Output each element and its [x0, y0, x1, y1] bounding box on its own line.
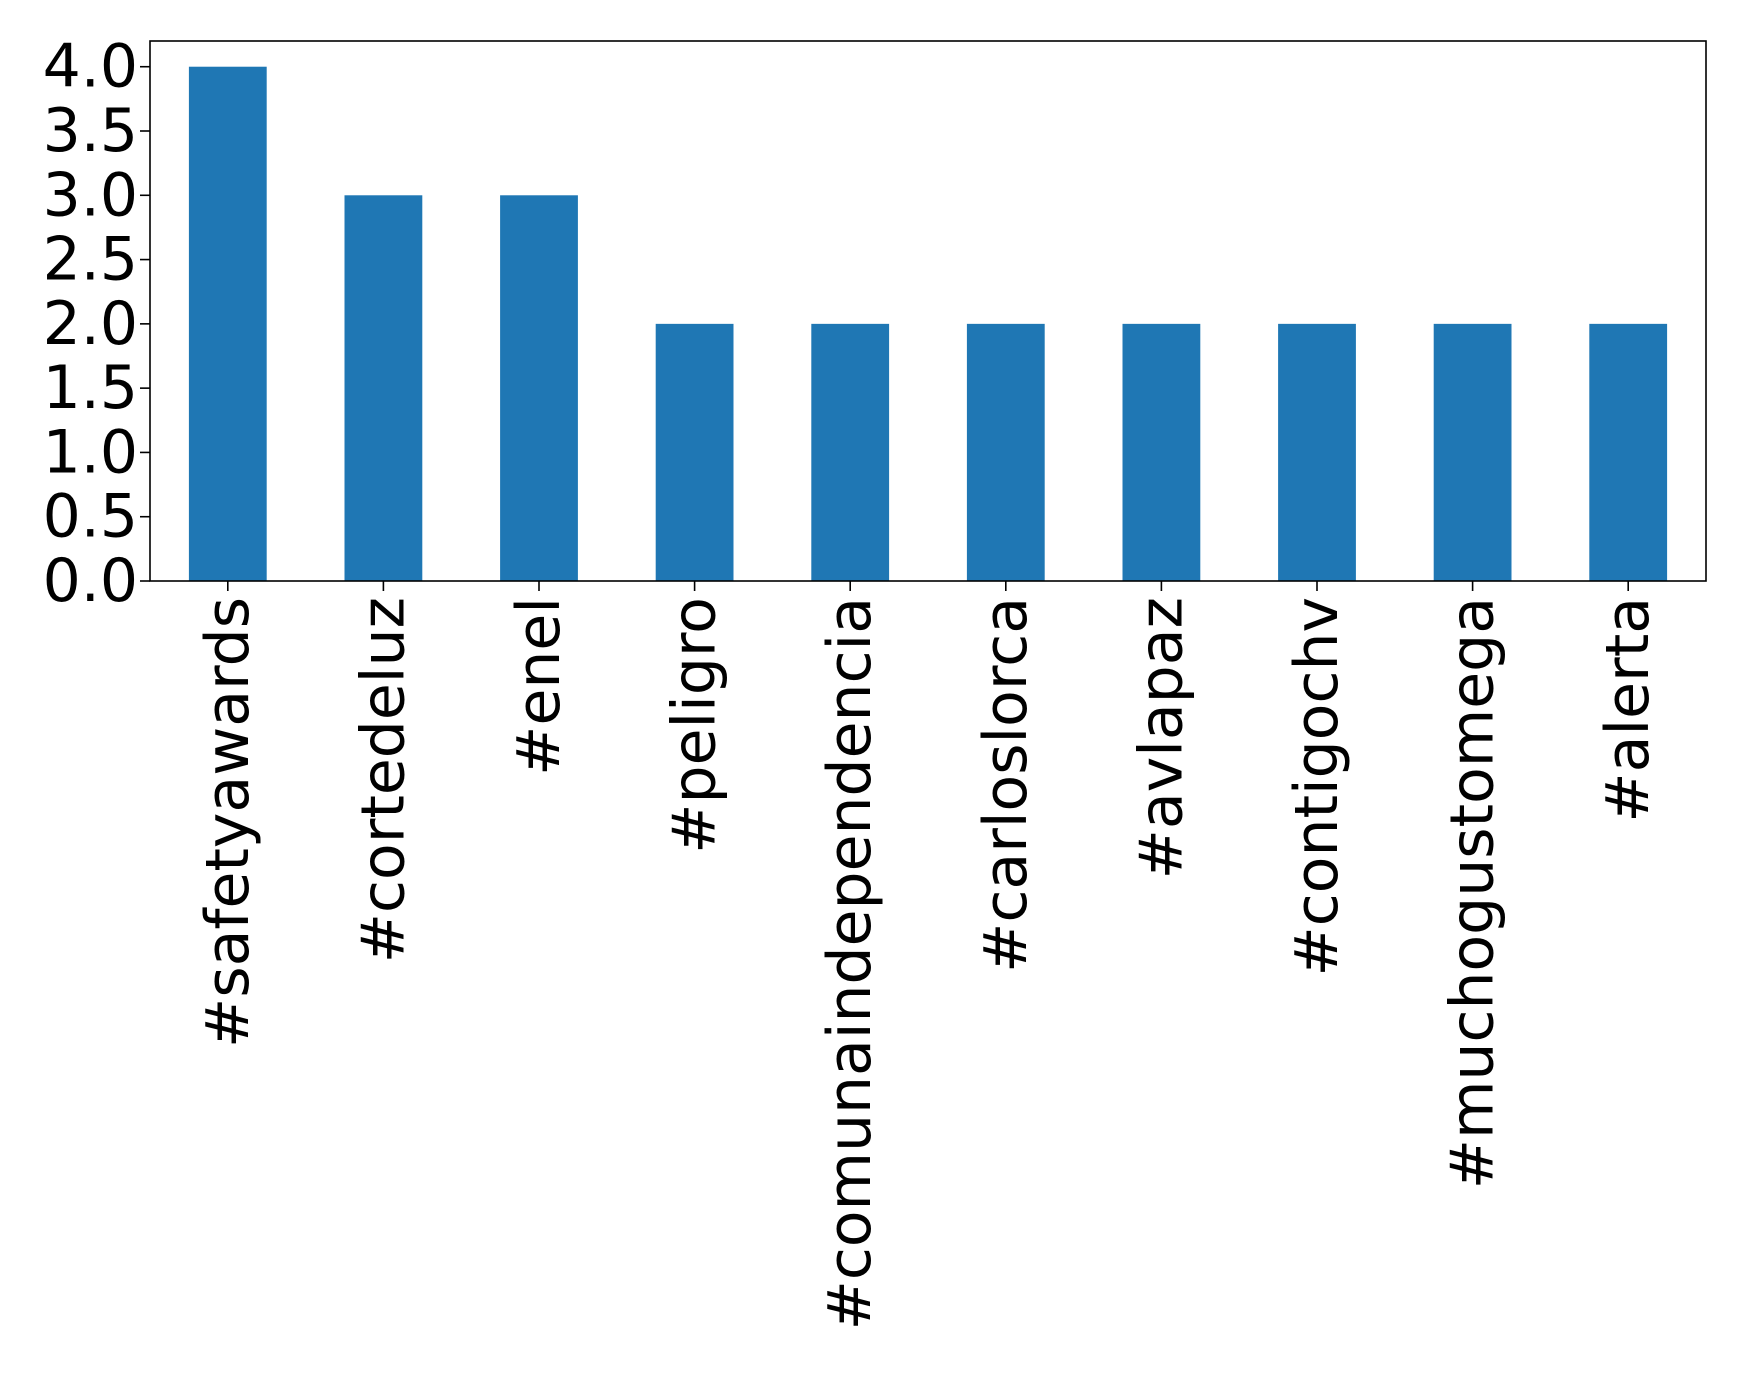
- y-tick-label: 1.5: [43, 353, 138, 423]
- bars-group: [188, 66, 1668, 582]
- bar: [1278, 323, 1356, 581]
- y-tick-label: 0.5: [43, 482, 138, 552]
- x-tick-label: #alerta: [1593, 597, 1663, 823]
- bar: [1433, 323, 1512, 581]
- x-tick-label: #carloslorca: [971, 597, 1041, 973]
- bar: [1589, 323, 1668, 581]
- plot-frame: [149, 40, 1707, 582]
- bar: [811, 323, 890, 581]
- y-tick-label: 1.0: [43, 417, 138, 487]
- y-tick-label: 4.0: [43, 32, 138, 102]
- bar: [500, 195, 578, 582]
- bar: [966, 323, 1045, 581]
- x-tick-label: #peligro: [660, 597, 730, 854]
- y-tick-label: 2.0: [43, 289, 138, 359]
- y-tick-label: 2.5: [43, 225, 138, 295]
- bar: [655, 323, 734, 581]
- x-tick-label: #enel: [504, 597, 574, 776]
- y-tick-label: 3.0: [43, 160, 138, 230]
- bar: [1122, 323, 1201, 581]
- x-tick-label: #avlapaz: [1126, 597, 1196, 879]
- x-tick-label: #safetyawards: [193, 597, 263, 1048]
- x-axis: #safetyawards #cortedeluz #enel #peligro #co…: [193, 581, 1663, 1330]
- x-tick-label: #comunaindependencia: [815, 597, 885, 1330]
- bar: [344, 195, 423, 582]
- bar: [188, 66, 267, 581]
- y-tick-label: 0.0: [43, 546, 138, 616]
- x-tick-label: #cortedeluz: [348, 597, 418, 963]
- y-tick-label: 3.5: [43, 96, 138, 166]
- y-axis: 0.00.51.01.52.02.53.03.54.0: [43, 32, 150, 616]
- x-tick-label: #muchogustomega: [1438, 597, 1508, 1189]
- x-tick-label: #contigochv: [1282, 597, 1352, 977]
